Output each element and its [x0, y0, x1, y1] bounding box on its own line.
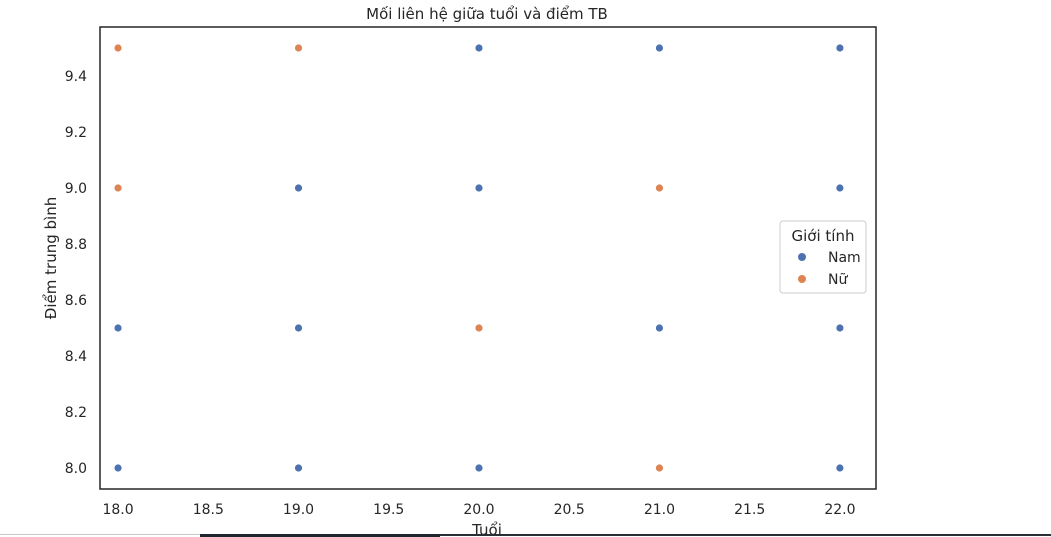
x-axis-label: Tuổi — [471, 521, 502, 537]
x-axis-ticks: 18.0 18.5 19.0 19.5 20.0 20.5 21.0 21.5 22.0 — [102, 502, 855, 518]
x-tick-label: 20.5 — [554, 502, 585, 518]
x-tick-label: 18.5 — [193, 502, 224, 518]
y-tick-label: 8.8 — [65, 237, 87, 253]
chart-title: Mối liên hệ giữa tuổi và điểm TB — [366, 5, 608, 23]
data-point-series-0 — [835, 463, 845, 473]
data-point-series-1 — [474, 323, 484, 333]
legend: Giới tính Nam Nữ — [779, 220, 867, 294]
legend-title: Giới tính — [792, 227, 855, 245]
data-point-series-0 — [835, 183, 845, 193]
data-point-series-0 — [474, 183, 484, 193]
legend-marker-nam — [798, 253, 806, 261]
y-tick-label: 9.4 — [65, 69, 87, 85]
data-point-series-0 — [294, 183, 303, 193]
plot-frame — [99, 26, 877, 490]
data-point-series-1 — [294, 43, 303, 53]
x-tick-label: 21.5 — [734, 502, 765, 518]
data-point-series-1 — [655, 183, 664, 193]
x-tick-label: 18.0 — [102, 502, 133, 518]
y-tick-label: 8.0 — [65, 461, 87, 477]
x-tick-label: 21.0 — [644, 502, 675, 518]
x-tick-label: 19.0 — [283, 502, 314, 518]
x-tick-label: 22.0 — [824, 502, 855, 518]
x-tick-label: 19.5 — [373, 502, 404, 518]
data-point-series-0 — [294, 323, 303, 333]
data-point-series-0 — [113, 463, 123, 473]
data-point-series-0 — [835, 323, 845, 333]
y-tick-label: 8.6 — [65, 293, 87, 309]
y-axis-ticks: 8.0 8.2 8.4 8.6 8.8 9.0 9.2 9.4 — [65, 69, 87, 477]
y-tick-label: 9.2 — [65, 125, 87, 141]
data-point-series-1 — [113, 183, 123, 193]
data-point-series-1 — [113, 43, 123, 53]
y-tick-label: 9.0 — [65, 181, 87, 197]
data-points — [113, 43, 845, 473]
data-point-series-0 — [655, 323, 664, 333]
scrollbar-thumb[interactable] — [200, 534, 440, 537]
legend-label-nam: Nam — [828, 250, 861, 266]
data-point-series-0 — [835, 43, 845, 53]
legend-label-nu: Nữ — [828, 272, 848, 288]
data-point-series-0 — [474, 43, 484, 53]
y-tick-label: 8.4 — [65, 349, 87, 365]
scrollbar-track — [0, 534, 200, 535]
bottom-scrollbar[interactable] — [0, 534, 1051, 537]
y-tick-label: 8.2 — [65, 405, 87, 421]
legend-box — [779, 220, 867, 294]
data-point-series-0 — [655, 43, 664, 53]
data-point-series-1 — [655, 463, 664, 473]
data-point-series-0 — [113, 323, 123, 333]
data-point-series-0 — [294, 463, 303, 473]
legend-marker-nu — [798, 275, 806, 283]
x-tick-label: 20.0 — [463, 502, 494, 518]
data-point-series-0 — [474, 463, 484, 473]
scrollbar-track-right — [440, 534, 1051, 536]
y-axis-label: Điểm trung bình — [42, 197, 60, 319]
